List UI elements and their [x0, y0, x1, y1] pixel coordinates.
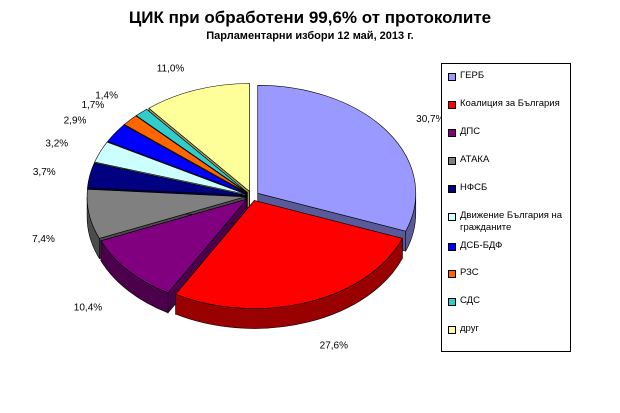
legend-label: Движение България на гражданите	[460, 210, 563, 233]
data-label: 7,4%	[32, 234, 55, 245]
pie-group	[86, 83, 417, 329]
legend-swatch	[448, 326, 456, 334]
legend-label: РЗС	[460, 267, 479, 278]
legend-swatch	[448, 157, 456, 165]
legend-swatch	[448, 298, 456, 306]
pie-slice	[86, 189, 246, 239]
pie-slice	[107, 124, 247, 194]
legend-swatch	[448, 129, 456, 137]
legend-swatch	[448, 213, 456, 221]
data-label: 1,7%	[81, 100, 104, 111]
pie-slice	[87, 162, 246, 196]
pie-slice	[148, 83, 250, 193]
legend-label: СДС	[460, 295, 480, 306]
legend-swatch	[448, 73, 456, 81]
legend-label: НФСБ	[460, 182, 488, 193]
legend: ГЕРБ Коалиция за България ДПС АТАКА НФСБ Движ…	[441, 63, 571, 352]
pie-slice	[257, 84, 416, 232]
chart-subtitle: Парламентарни избори 12 май, 2013 г.	[206, 30, 414, 42]
pie-slice	[175, 200, 403, 309]
legend-swatch	[448, 243, 456, 251]
data-label: 3,7%	[33, 167, 56, 178]
data-label: 11,0%	[157, 64, 185, 75]
legend-label: Коалиция за България	[460, 98, 560, 109]
legend-label: АТАКА	[460, 154, 490, 165]
pie-slice	[135, 108, 248, 193]
legend-swatch	[448, 270, 456, 278]
legend-swatch	[448, 101, 456, 109]
pie-slice	[100, 198, 248, 294]
legend-label: ДСБ-БДФ	[460, 240, 503, 251]
chart-title: ЦИК при обработени 99,6% от протоколите	[128, 8, 492, 27]
legend-swatch	[448, 185, 456, 193]
pie-slice	[123, 115, 247, 194]
pie-slice	[94, 141, 246, 195]
data-label: 3,2%	[45, 139, 68, 150]
data-label: 10,4%	[74, 302, 102, 313]
legend-label: друг	[460, 323, 479, 334]
data-label: 30,7%	[416, 114, 444, 125]
data-label: 27,6%	[320, 340, 348, 351]
legend-label: ГЕРБ	[460, 70, 485, 81]
label-group: 30,7% 27,6% 10,4% 7,4% 3,7% 3,2% 2,9% 1,7%1,4% 1…	[32, 64, 445, 352]
data-label: 2,9%	[64, 116, 87, 127]
legend-label: ДПС	[460, 126, 481, 137]
data-label: 1,4%	[95, 91, 118, 102]
